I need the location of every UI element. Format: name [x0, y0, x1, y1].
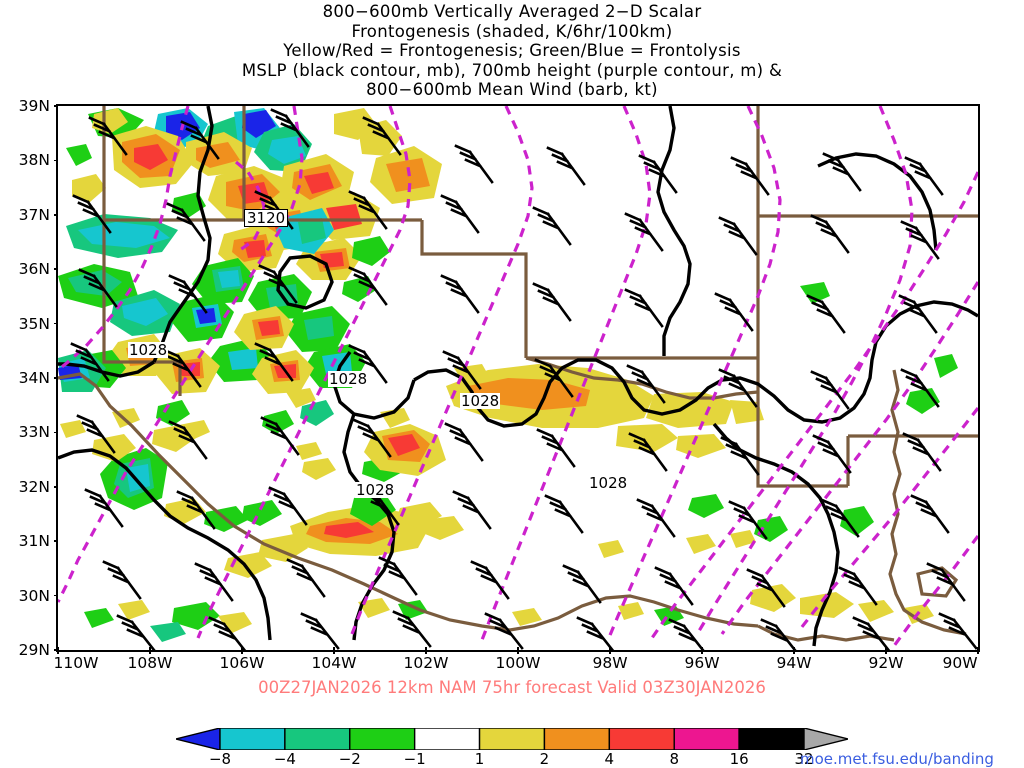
latitude-tick-label: 36N: [18, 260, 50, 279]
longitude-axis: 110W 108W 106W 104W 102W 100W 98W 96W 94W 92W 90W: [53, 647, 980, 676]
longitude-tick-label: 92W: [868, 654, 904, 672]
chart-title-line-3: Yellow/Red = Frontogenesis; Green/Blue =…: [283, 41, 741, 60]
colorbar-tick-label: −4: [273, 750, 296, 768]
site-watermark: moe.met.fsu.edu/banding: [800, 750, 994, 768]
mslp-label-2: 1028: [328, 370, 369, 388]
colorbar-swatch: [219, 728, 286, 750]
colorbar-swatch: [478, 728, 546, 750]
longitude-tick-label: 98W: [592, 654, 628, 672]
frontogenesis-shading: [58, 108, 958, 642]
longitude-tick-label: 94W: [776, 654, 812, 672]
longitude-tick-label: 96W: [684, 654, 720, 672]
longitude-tick-label: 102W: [403, 654, 449, 672]
longitude-tick-mark: [241, 647, 243, 654]
colorbar[interactable]: −8 −4 −2 −1 1 2 4 8 16 32: [176, 728, 848, 768]
state-borders: [58, 106, 978, 642]
longitude-tick-mark: [977, 647, 979, 654]
longitude-tick-label: 104W: [311, 654, 357, 672]
mslp-label-3: 1028: [460, 392, 501, 410]
chart-title-line-1: 800−600mb Vertically Averaged 2−D Scalar: [322, 2, 702, 21]
latitude-tick-label: 29N: [18, 641, 50, 659]
longitude-tick-mark: [149, 647, 151, 654]
longitude-tick-mark: [793, 647, 795, 654]
colorbar-swatch: [413, 728, 481, 750]
longitude-tick-mark: [333, 647, 335, 654]
mslp-label-5: 1028: [588, 474, 629, 492]
colorbar-tick-label: 8: [669, 750, 679, 768]
longitude-tick-mark: [517, 647, 519, 654]
longitude-tick-mark: [609, 647, 611, 654]
mslp-label-1: 1028: [128, 341, 169, 359]
colorbar-high-wedge: [803, 728, 848, 750]
colorbar-tick-label: 4: [604, 750, 615, 768]
colorbar-low-wedge: [176, 728, 221, 750]
latitude-tick-label: 31N: [18, 532, 50, 551]
colorbar-swatch: [284, 728, 351, 750]
longitude-tick-mark: [57, 647, 59, 654]
colorbar-swatch: [738, 728, 805, 750]
longitude-tick-mark: [885, 647, 887, 654]
colorbar-swatch: [673, 728, 740, 750]
height-contour-label-3120: 3120: [244, 209, 289, 227]
latitude-tick-label: 34N: [18, 369, 50, 387]
colorbar-swatch: [543, 728, 611, 750]
chart-title-line-5: 800−600mb Mean Wind (barb, kt): [366, 80, 658, 99]
chart-title-block: 800−600mb Vertically Averaged 2−D Scalar…: [0, 2, 1024, 100]
colorbar-tick-label: 1: [474, 750, 485, 768]
chart-title-line-2: Frontogenesis (shaded, K/6hr/100km): [351, 21, 673, 41]
colorbar-swatch: [608, 728, 675, 750]
longitude-tick-label: 110W: [53, 654, 99, 672]
longitude-tick-mark: [701, 647, 703, 654]
longitude-tick-label: 106W: [219, 654, 265, 672]
wind-barbs: [70, 108, 978, 650]
latitude-tick-label: 37N: [18, 205, 50, 224]
latitude-tick-label: 33N: [18, 423, 50, 442]
colorbar-tick-label: 32: [794, 750, 814, 768]
mslp-label-4: 1028: [355, 481, 396, 499]
latitude-tick-label: 30N: [18, 586, 50, 605]
colorbar-tick-label: −8: [208, 750, 232, 768]
longitude-tick-mark: [425, 647, 427, 654]
latitude-tick-label: 38N: [18, 151, 50, 170]
forecast-caption: 00Z27JAN2026 12km NAM 75hr forecast Vali…: [258, 678, 766, 697]
longitude-tick-label: 100W: [495, 654, 541, 672]
map-plot-area[interactable]: 3120 1028 1028 1028 1028 1028: [56, 104, 980, 652]
longitude-tick-label: 90W: [942, 654, 978, 672]
latitude-tick-label: 39N: [18, 97, 50, 115]
colorbar-tick-label: −2: [338, 750, 361, 768]
colorbar-swatch: [349, 728, 416, 750]
latitude-tick-label: 35N: [18, 314, 50, 333]
latitude-tick-label: 32N: [18, 477, 50, 496]
colorbar-tick-label: −1: [403, 750, 426, 768]
colorbar-tick-label: 2: [539, 750, 550, 768]
map-canvas: [58, 106, 978, 650]
chart-title-line-4: MSLP (black contour, mb), 700mb height (…: [241, 60, 783, 80]
colorbar-swatches: [176, 728, 848, 750]
colorbar-tick-label: 16: [729, 750, 749, 768]
longitude-tick-label: 108W: [127, 654, 173, 672]
latitude-axis: 39N 38N 37N 36N 35N 34N 33N 32N 31N 30N 29N: [0, 97, 61, 659]
